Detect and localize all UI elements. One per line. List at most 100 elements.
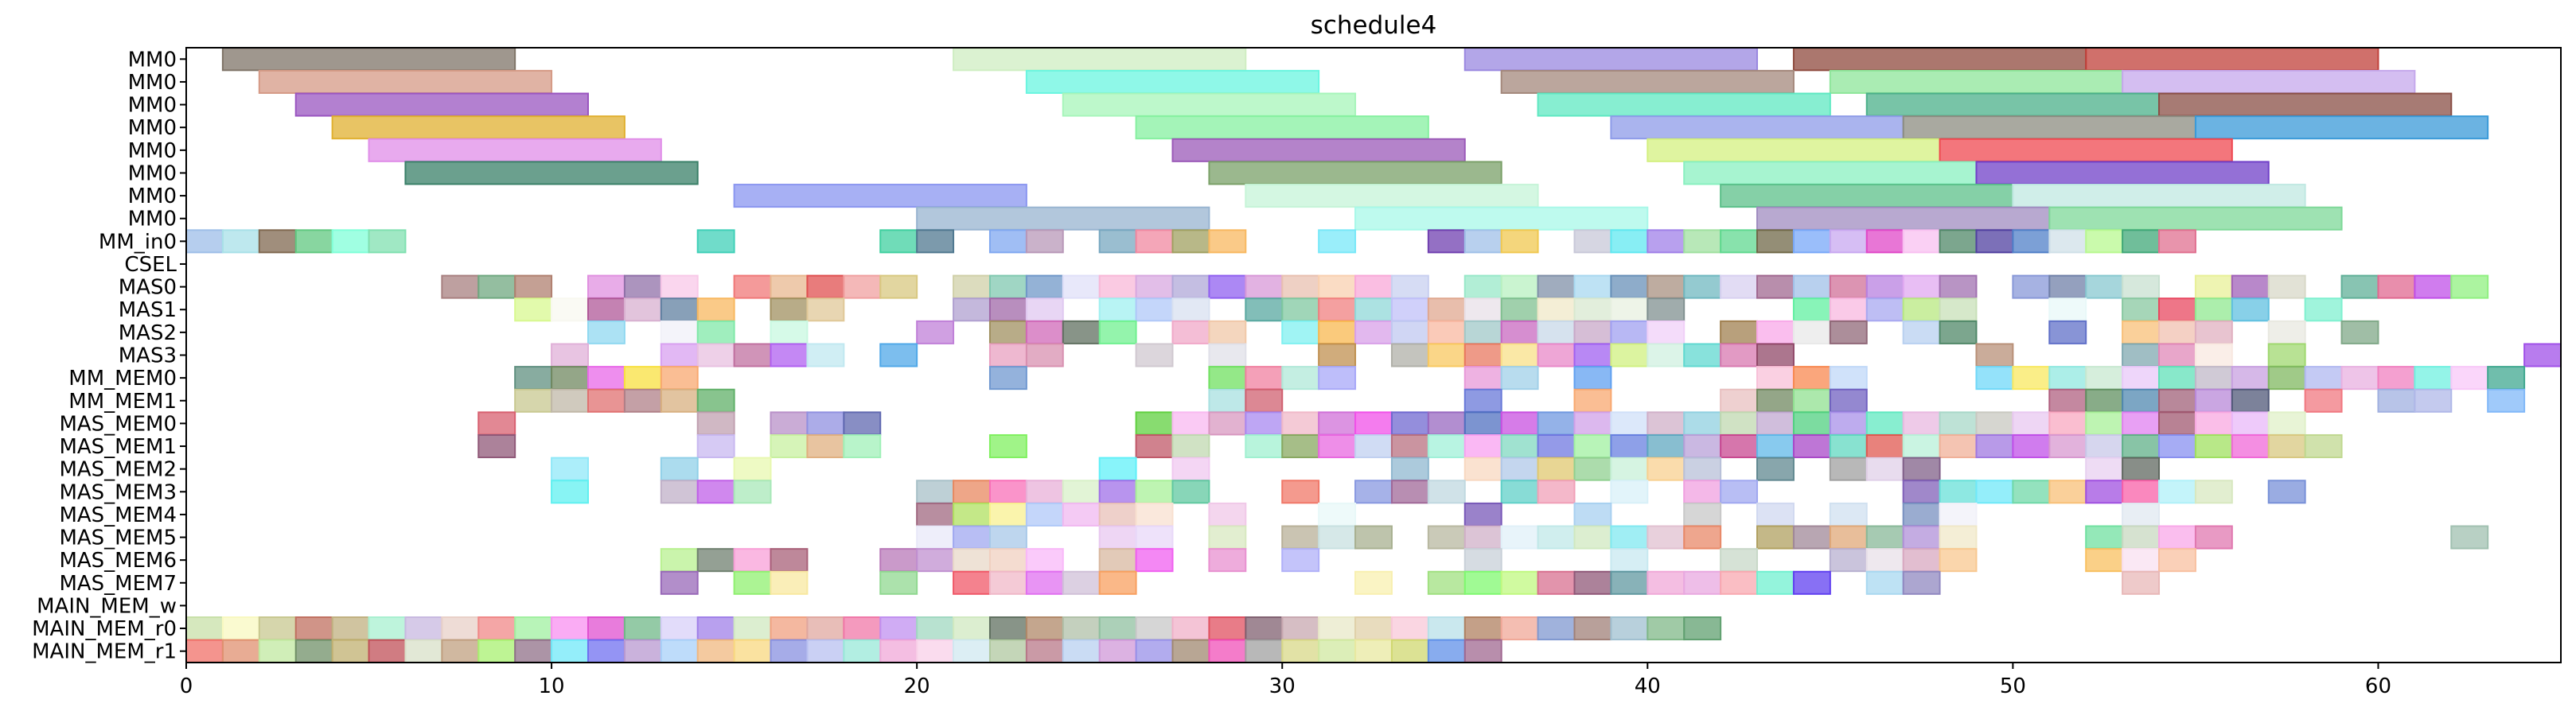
gantt-bar xyxy=(1865,548,1904,573)
gantt-bar xyxy=(551,457,589,481)
gantt-bar xyxy=(2377,366,2416,391)
gantt-bar xyxy=(1463,639,1502,663)
gantt-bar xyxy=(660,548,699,573)
gantt-bar xyxy=(1463,47,1759,72)
gantt-bar xyxy=(770,433,809,459)
gantt-bar xyxy=(1792,411,1831,436)
gantt-bar xyxy=(1245,639,1284,663)
x-tick-label: 10 xyxy=(539,674,565,698)
gantt-bar xyxy=(988,548,1027,573)
gantt-bar xyxy=(1647,229,1686,254)
gantt-bar xyxy=(2194,297,2233,322)
gantt-bar xyxy=(1792,229,1831,254)
gantt-bar xyxy=(2340,274,2379,299)
gantt-bar xyxy=(2194,274,2233,299)
gantt-bar xyxy=(1573,388,1612,413)
gantt-bar xyxy=(916,480,955,504)
y-tick-label: MAS3 xyxy=(119,344,177,368)
gantt-bar xyxy=(1792,47,2087,72)
gantt-bar xyxy=(1171,480,1210,504)
gantt-bar xyxy=(1573,433,1612,459)
gantt-bar xyxy=(1902,570,1941,595)
gantt-bar xyxy=(1829,320,1868,344)
gantt-bar xyxy=(2523,343,2562,367)
gantt-bar xyxy=(988,343,1027,367)
gantt-bar xyxy=(1098,525,1137,550)
gantt-bar xyxy=(916,320,955,344)
gantt-bar xyxy=(1865,229,1904,254)
gantt-bar xyxy=(221,229,260,254)
gantt-bar xyxy=(1098,616,1137,641)
gantt-bar xyxy=(1135,411,1174,436)
gantt-bar xyxy=(1683,480,1722,504)
gantt-bar xyxy=(1939,297,1978,322)
gantt-bar xyxy=(1463,343,1502,367)
gantt-bar xyxy=(696,229,735,254)
gantt-bar xyxy=(806,297,845,322)
gantt-bar xyxy=(843,433,882,459)
gantt-bar xyxy=(185,616,224,641)
gantt-bar xyxy=(2267,343,2306,367)
gantt-bar xyxy=(770,411,809,436)
gantt-bar xyxy=(879,616,918,641)
gantt-bar xyxy=(1098,480,1137,504)
gantt-bar xyxy=(368,229,407,254)
gantt-bar xyxy=(2122,69,2416,94)
gantt-bar xyxy=(1354,297,1393,322)
x-axis: 0 10 20 30 40 50 60 xyxy=(180,663,2391,698)
gantt-bar xyxy=(1683,343,1722,367)
gantt-bar xyxy=(770,320,809,344)
gantt-bar xyxy=(1500,570,1539,595)
gantt-bar xyxy=(551,343,589,367)
gantt-bar xyxy=(1829,69,2124,94)
gantt-bar xyxy=(1098,457,1137,481)
gantt-bar xyxy=(1318,320,1357,344)
gantt-bar xyxy=(1720,548,1759,573)
gantt-bar xyxy=(1500,320,1539,344)
gantt-bar xyxy=(2085,47,2379,72)
gantt-bar xyxy=(1098,297,1137,322)
gantt-bar xyxy=(1500,366,1539,391)
gantt-bar xyxy=(1354,320,1393,344)
y-tick-label: MM0 xyxy=(128,208,177,231)
gantt-bar xyxy=(1245,616,1284,641)
gantt-bar xyxy=(1500,411,1539,436)
gantt-bar xyxy=(2122,480,2161,504)
gantt-bar xyxy=(1902,411,1941,436)
gantt-bar xyxy=(2122,274,2161,299)
x-tick-label: 0 xyxy=(180,674,193,698)
gantt-bar xyxy=(1829,274,1868,299)
gantt-bar xyxy=(1756,343,1795,367)
gantt-bar xyxy=(916,525,955,550)
gantt-bar xyxy=(2267,366,2306,391)
gantt-bar xyxy=(1463,548,1502,573)
gantt-bar xyxy=(2450,274,2489,299)
gantt-bar xyxy=(2122,570,2161,595)
y-tick-label: MM0 xyxy=(128,71,177,95)
y-tick-label: MAS_MEM2 xyxy=(59,458,177,482)
gantt-bar xyxy=(806,343,845,367)
gantt-bar xyxy=(2231,297,2270,322)
gantt-bar xyxy=(1427,480,1466,504)
gantt-bar xyxy=(623,616,662,641)
gantt-bar xyxy=(477,411,516,436)
gantt-bar xyxy=(1208,320,1247,344)
gantt-bar xyxy=(1720,320,1759,344)
gantt-bar xyxy=(1683,502,1722,527)
gantt-bar xyxy=(551,388,589,413)
x-tick-label: 40 xyxy=(1635,674,1661,698)
gantt-bar xyxy=(587,366,625,391)
gantt-bar xyxy=(1281,639,1320,663)
gantt-bar xyxy=(1098,548,1137,573)
gantt-bar xyxy=(1135,480,1174,504)
gantt-bar xyxy=(879,548,918,573)
gantt-bar xyxy=(2267,274,2306,299)
gantt-bar xyxy=(2048,206,2343,231)
gantt-bar xyxy=(1427,411,1466,436)
gantt-bar xyxy=(1281,616,1320,641)
gantt-bar xyxy=(1683,411,1722,436)
y-tick-label: MAS_MEM7 xyxy=(59,572,177,596)
gantt-bar xyxy=(1610,411,1649,436)
y-tick-label: MM0 xyxy=(128,94,177,118)
